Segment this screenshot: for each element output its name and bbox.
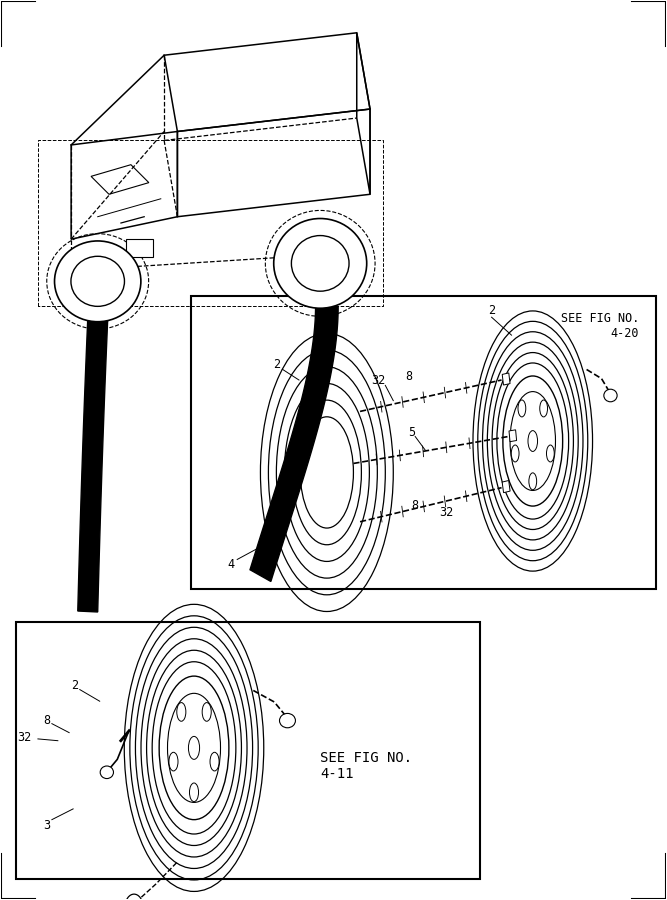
Text: 8: 8 — [411, 500, 418, 512]
Ellipse shape — [540, 400, 548, 417]
Polygon shape — [78, 320, 107, 612]
Ellipse shape — [202, 703, 211, 721]
Text: 32: 32 — [440, 507, 454, 519]
Text: 4: 4 — [227, 558, 234, 572]
Ellipse shape — [512, 445, 519, 462]
Ellipse shape — [169, 752, 178, 771]
Text: 3: 3 — [43, 818, 50, 832]
Polygon shape — [250, 306, 338, 581]
Text: 32: 32 — [372, 374, 386, 386]
Ellipse shape — [125, 894, 143, 900]
Ellipse shape — [189, 783, 199, 802]
Polygon shape — [502, 481, 510, 492]
Ellipse shape — [279, 714, 295, 728]
Text: 32: 32 — [17, 731, 32, 743]
FancyBboxPatch shape — [16, 622, 480, 879]
Ellipse shape — [177, 703, 186, 721]
Ellipse shape — [503, 376, 563, 506]
Text: 8: 8 — [405, 370, 412, 382]
FancyBboxPatch shape — [126, 239, 153, 257]
Ellipse shape — [546, 445, 554, 462]
Ellipse shape — [529, 472, 537, 490]
Ellipse shape — [100, 766, 113, 778]
Ellipse shape — [55, 241, 141, 321]
Text: 8: 8 — [43, 715, 50, 727]
Ellipse shape — [189, 736, 199, 760]
Text: 2: 2 — [273, 358, 281, 372]
FancyBboxPatch shape — [191, 296, 656, 590]
Ellipse shape — [604, 389, 617, 401]
Polygon shape — [509, 430, 517, 442]
Text: 2: 2 — [71, 679, 78, 691]
Ellipse shape — [159, 676, 229, 820]
Ellipse shape — [528, 430, 538, 452]
Ellipse shape — [518, 400, 526, 417]
Text: SEE FIG NO.
4-20: SEE FIG NO. 4-20 — [561, 311, 639, 340]
Text: 2: 2 — [488, 304, 495, 318]
Ellipse shape — [273, 219, 367, 308]
Ellipse shape — [210, 752, 219, 771]
Text: 5: 5 — [408, 426, 415, 438]
Polygon shape — [502, 373, 510, 385]
Text: SEE FIG NO.
4-11: SEE FIG NO. 4-11 — [320, 751, 412, 781]
